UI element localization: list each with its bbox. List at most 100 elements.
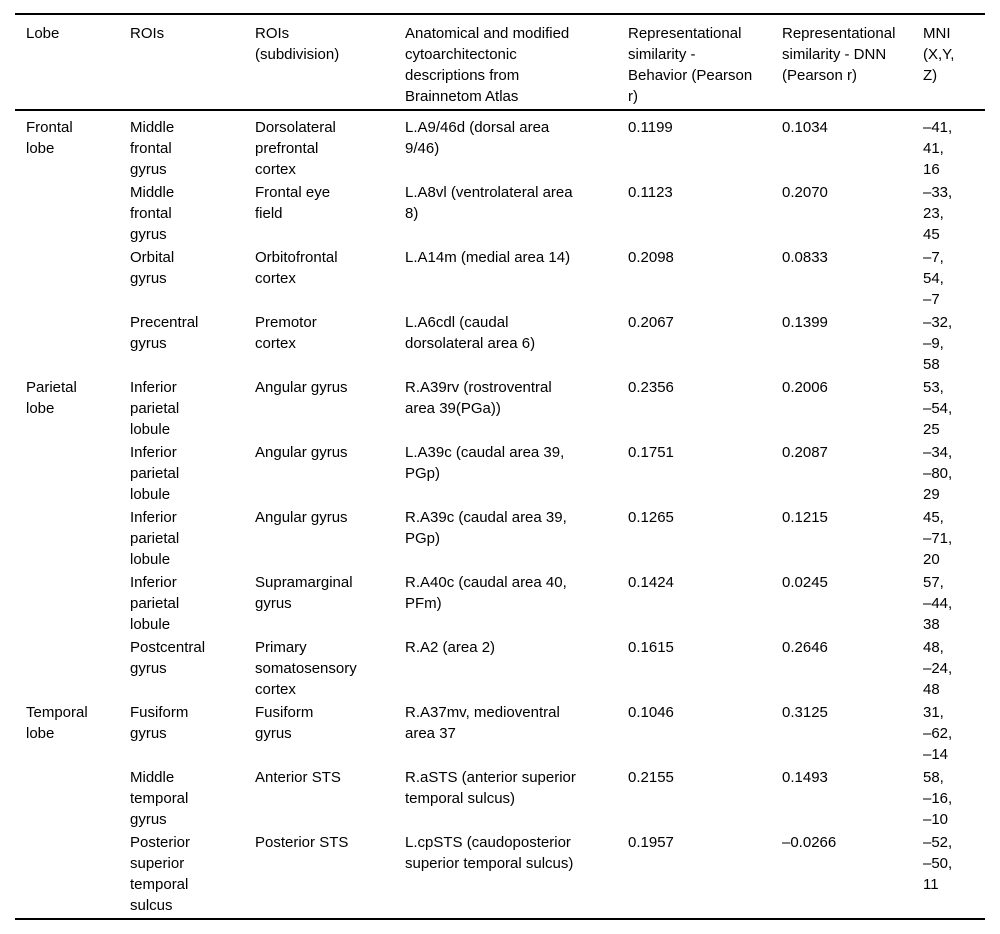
cell-lobe	[15, 572, 130, 637]
cell-rs-dnn: –0.0266	[782, 834, 837, 851]
cell-lobe: Temporal lobe	[26, 704, 88, 742]
cell-roi-subdivision: Anterior STS	[255, 769, 341, 786]
cell-mni: 45, –71, 20	[923, 509, 953, 568]
cell-rs-behavior: 0.1123	[628, 184, 673, 201]
cell-lobe: Parietal lobe	[26, 379, 77, 417]
cell-rs-dnn: 0.0833	[782, 249, 828, 266]
cell-roi: Inferior parietal lobule	[130, 444, 180, 503]
cell-anatomical-description: R.A39rv (rostroventral area 39(PGa))	[405, 379, 552, 417]
header-row: Lobe ROIs ROIs (subdivision) Anatomical …	[15, 14, 985, 110]
cell-roi: Precentral gyrus	[130, 314, 199, 352]
cell-roi: Inferior parietal lobule	[130, 509, 180, 568]
cell-lobe	[15, 247, 130, 312]
cell-anatomical-description: L.A6cdl (caudal dorsolateral area 6)	[405, 314, 536, 352]
table-row: Middle temporal gyrus Anterior STS R.aSTS …	[15, 767, 985, 832]
cell-rs-dnn: 0.2006	[782, 379, 828, 396]
cell-roi: Postcentral gyrus	[130, 639, 206, 677]
cell-roi-subdivision: Premotor cortex	[255, 314, 317, 352]
cell-lobe	[15, 507, 130, 572]
cell-lobe	[15, 442, 130, 507]
cell-roi-subdivision: Posterior STS	[255, 834, 349, 851]
cell-roi-subdivision: Fusiform gyrus	[255, 704, 314, 742]
column-header-rois-subdivision: ROIs (subdivision)	[255, 25, 340, 63]
cell-roi-subdivision: Orbitofrontal cortex	[255, 249, 338, 287]
cell-roi-subdivision: Supramarginal gyrus	[255, 574, 353, 612]
cell-mni: 58, –16, –10	[923, 769, 953, 828]
cell-roi-subdivision: Dorsolateral prefrontal cortex	[255, 119, 336, 178]
cell-rs-behavior: 0.1199	[628, 119, 673, 136]
cell-mni: –7, 54, –7	[923, 249, 944, 308]
table-row: Middle frontal gyrus Frontal eye field L.A…	[15, 182, 985, 247]
table-row: Posterior superior temporal sulcus Poster…	[15, 832, 985, 919]
cell-mni: 48, –24, 48	[923, 639, 953, 698]
cell-roi: Middle frontal gyrus	[130, 119, 175, 178]
cell-roi-subdivision: Angular gyrus	[255, 444, 348, 461]
table-header: Lobe ROIs ROIs (subdivision) Anatomical …	[15, 14, 985, 110]
cell-rs-dnn: 0.2087	[782, 444, 828, 461]
cell-rs-dnn: 0.1493	[782, 769, 828, 786]
cell-rs-dnn: 0.0245	[782, 574, 828, 591]
cell-roi-subdivision: Angular gyrus	[255, 509, 348, 526]
cell-rs-behavior: 0.1424	[628, 574, 674, 591]
cell-lobe	[15, 637, 130, 702]
cell-rs-dnn: 0.3125	[782, 704, 828, 721]
cell-roi: Inferior parietal lobule	[130, 379, 180, 438]
table-row: Inferior parietal lobule Supramarginal gy…	[15, 572, 985, 637]
cell-roi: Middle temporal gyrus	[130, 769, 189, 828]
cell-lobe	[15, 312, 130, 377]
cell-roi-subdivision: Frontal eye field	[255, 184, 331, 222]
cell-anatomical-description: R.A40c (caudal area 40, PFm)	[405, 574, 567, 612]
cell-anatomical-description: R.A37mv, medioventral area 37	[405, 704, 560, 742]
cell-lobe: Frontal lobe	[26, 119, 73, 157]
cell-mni: –33, 23, 45	[923, 184, 953, 243]
cell-lobe	[15, 767, 130, 832]
cell-roi: Orbital gyrus	[130, 249, 175, 287]
cell-rs-behavior: 0.1751	[628, 444, 674, 461]
cell-rs-dnn: 0.2646	[782, 639, 828, 656]
cell-anatomical-description: L.cpSTS (caudoposterior superior tempora…	[405, 834, 574, 872]
table-row: Inferior parietal lobule Angular gyrus L.A…	[15, 442, 985, 507]
cell-roi: Fusiform gyrus	[130, 704, 189, 742]
cell-mni: –32, –9, 58	[923, 314, 953, 373]
cell-anatomical-description: R.A39c (caudal area 39, PGp)	[405, 509, 567, 547]
cell-rs-behavior: 0.1046	[628, 704, 674, 721]
cell-mni: 57, –44, 38	[923, 574, 953, 633]
column-header-rs-behavior: Representational similarity - Behavior (…	[628, 25, 753, 105]
table-row: Inferior parietal lobule Angular gyrus R.A…	[15, 507, 985, 572]
table-row: Precentral gyrus Premotor cortex L.A6cdl (…	[15, 312, 985, 377]
cell-rs-behavior: 0.2067	[628, 314, 674, 331]
column-header-rois: ROIs	[130, 25, 165, 42]
table-row: Orbital gyrus Orbitofrontal cortex L.A14m …	[15, 247, 985, 312]
cell-roi: Posterior superior temporal sulcus	[130, 834, 191, 914]
cell-lobe	[15, 182, 130, 247]
cell-anatomical-description: L.A9/46d (dorsal area 9/46)	[405, 119, 550, 157]
cell-rs-behavior: 0.1615	[628, 639, 674, 656]
cell-anatomical-description: L.A8vl (ventrolateral area 8)	[405, 184, 573, 222]
cell-rs-behavior: 0.2155	[628, 769, 674, 786]
cell-roi-subdivision: Primary somatosensory cortex	[255, 639, 357, 698]
cell-rs-dnn: 0.1399	[782, 314, 828, 331]
cell-rs-dnn: 0.1034	[782, 119, 828, 136]
cell-mni: –41, 41, 16	[923, 119, 953, 178]
cell-rs-behavior: 0.1957	[628, 834, 674, 851]
table-row: Postcentral gyrus Primary somatosensory c…	[15, 637, 985, 702]
cell-roi: Inferior parietal lobule	[130, 574, 180, 633]
cell-mni: –34, –80, 29	[923, 444, 953, 503]
cell-mni: –52, –50, 11	[923, 834, 953, 893]
cell-anatomical-description: R.aSTS (anterior superior temporal sulcu…	[405, 769, 576, 807]
column-header-mni: MNI (X,Y, Z)	[923, 25, 955, 84]
cell-rs-behavior: 0.1265	[628, 509, 674, 526]
cell-rs-dnn: 0.1215	[782, 509, 828, 526]
table-row: Frontal lobe Middle frontal gyrus Dorsolat…	[15, 110, 985, 182]
column-header-lobe: Lobe	[26, 25, 60, 42]
cell-lobe	[15, 832, 130, 919]
cell-roi: Middle frontal gyrus	[130, 184, 175, 243]
cell-rs-behavior: 0.2098	[628, 249, 674, 266]
cell-mni: 31, –62, –14	[923, 704, 953, 763]
cell-anatomical-description: R.A2 (area 2)	[405, 639, 496, 656]
cell-anatomical-description: L.A14m (medial area 14)	[405, 249, 571, 266]
cell-rs-dnn: 0.2070	[782, 184, 828, 201]
cell-anatomical-description: L.A39c (caudal area 39, PGp)	[405, 444, 565, 482]
table-body: Frontal lobe Middle frontal gyrus Dorsolat…	[15, 110, 985, 919]
cell-mni: 53, –54, 25	[923, 379, 953, 438]
